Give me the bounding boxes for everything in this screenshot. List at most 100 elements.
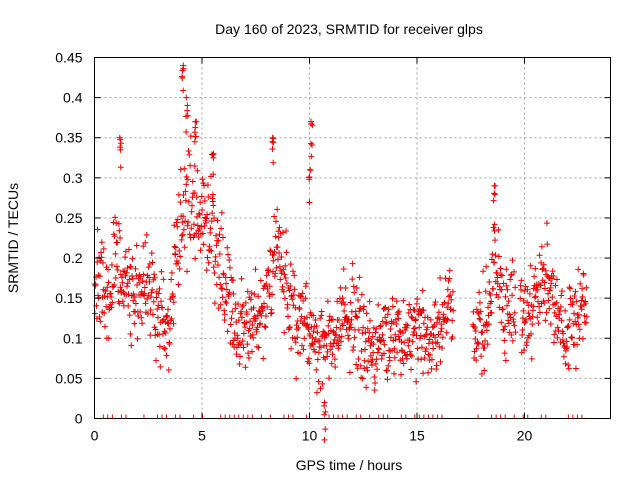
data-point xyxy=(158,298,165,305)
data-point xyxy=(210,264,217,271)
data-point xyxy=(558,287,565,294)
x-axis-label: GPS time / hours xyxy=(296,457,403,473)
data-point xyxy=(534,286,541,293)
data-point xyxy=(545,290,552,297)
data-point xyxy=(433,319,440,326)
data-point xyxy=(476,315,483,322)
data-point xyxy=(471,324,478,331)
data-point xyxy=(554,324,561,331)
data-point xyxy=(309,334,316,341)
data-point xyxy=(257,277,264,284)
data-point xyxy=(374,349,381,356)
data-point xyxy=(161,328,168,335)
data-point xyxy=(196,211,203,218)
data-point xyxy=(144,296,151,303)
x-tick-label: 0 xyxy=(91,428,99,444)
data-point xyxy=(112,275,119,282)
data-point xyxy=(312,348,319,355)
data-point xyxy=(198,193,205,200)
data-point xyxy=(235,317,242,324)
data-point xyxy=(210,154,217,161)
data-point xyxy=(362,346,369,353)
data-point xyxy=(420,320,427,327)
data-point xyxy=(226,257,233,264)
data-point xyxy=(271,248,278,255)
data-point xyxy=(289,296,296,303)
data-point xyxy=(563,345,570,352)
data-point xyxy=(512,284,519,291)
data-point xyxy=(322,426,329,433)
data-point xyxy=(245,354,252,361)
data-point xyxy=(237,341,244,348)
data-point xyxy=(238,275,245,282)
data-point xyxy=(433,362,440,369)
data-point xyxy=(549,294,556,301)
data-point xyxy=(529,313,536,320)
data-point xyxy=(322,408,329,415)
data-point xyxy=(473,345,480,352)
data-point xyxy=(280,266,287,273)
data-point xyxy=(472,327,479,334)
data-point xyxy=(398,371,405,378)
data-point xyxy=(274,243,281,250)
data-point xyxy=(123,269,130,276)
data-point xyxy=(180,87,187,94)
data-point xyxy=(416,335,423,342)
data-point xyxy=(475,309,482,316)
data-point xyxy=(286,324,293,331)
data-point xyxy=(509,337,516,344)
data-point xyxy=(314,329,321,336)
data-point xyxy=(192,133,199,140)
data-point xyxy=(282,262,289,269)
data-point xyxy=(406,348,413,355)
data-point xyxy=(400,297,407,304)
data-point xyxy=(161,345,168,352)
data-point xyxy=(574,341,581,348)
data-point xyxy=(158,268,165,275)
data-point xyxy=(105,266,112,273)
data-point xyxy=(209,198,216,205)
data-point xyxy=(509,257,516,264)
data-point xyxy=(312,316,319,323)
data-point xyxy=(153,294,160,301)
data-point xyxy=(261,323,268,330)
data-point xyxy=(245,350,252,357)
data-point xyxy=(363,384,370,391)
data-point xyxy=(524,299,531,306)
data-point xyxy=(218,285,225,292)
data-point xyxy=(361,365,368,372)
data-point xyxy=(543,309,550,316)
data-point xyxy=(100,245,107,252)
data-point xyxy=(242,299,249,306)
data-point xyxy=(223,300,230,306)
data-point xyxy=(521,319,528,326)
data-point xyxy=(393,298,400,305)
data-point xyxy=(503,282,510,289)
data-point xyxy=(355,355,362,362)
data-point xyxy=(197,247,204,254)
data-point xyxy=(171,243,178,250)
data-point xyxy=(339,295,346,302)
data-point xyxy=(373,356,380,363)
data-point xyxy=(414,345,421,352)
data-point xyxy=(192,255,199,262)
data-point xyxy=(269,291,276,298)
data-point xyxy=(450,307,457,314)
data-point xyxy=(173,219,180,226)
data-point xyxy=(413,378,420,385)
data-point xyxy=(353,313,360,320)
data-point xyxy=(168,269,175,276)
data-point xyxy=(134,335,141,342)
data-point xyxy=(449,288,456,295)
data-point xyxy=(572,365,579,372)
data-point xyxy=(263,272,270,279)
data-point xyxy=(270,159,277,166)
data-point xyxy=(432,334,439,341)
data-point xyxy=(345,316,352,323)
data-point xyxy=(484,341,491,348)
data-point xyxy=(502,323,509,330)
data-point xyxy=(579,293,586,300)
data-point xyxy=(215,305,222,312)
data-point xyxy=(227,321,234,328)
data-point xyxy=(250,304,257,311)
